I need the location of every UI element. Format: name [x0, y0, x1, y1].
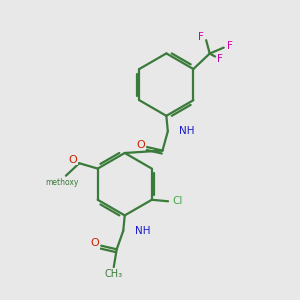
Text: Cl: Cl [172, 196, 183, 206]
Text: O: O [136, 140, 145, 150]
Text: NH: NH [134, 226, 150, 236]
Text: NH: NH [179, 126, 195, 136]
Text: F: F [198, 32, 204, 42]
Text: F: F [227, 41, 233, 51]
Text: F: F [218, 55, 224, 64]
Text: O: O [68, 155, 77, 165]
Text: CH₃: CH₃ [105, 268, 123, 279]
Text: O: O [90, 238, 99, 248]
Text: methoxy: methoxy [45, 178, 78, 187]
